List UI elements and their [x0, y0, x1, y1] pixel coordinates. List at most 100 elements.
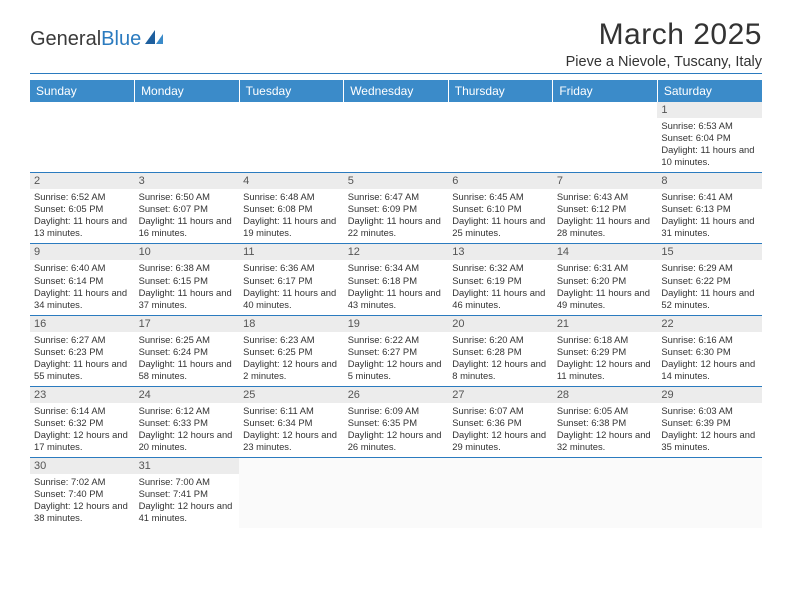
daylight-text: Daylight: 11 hours and 52 minutes.	[661, 287, 758, 311]
day-number: 20	[448, 316, 553, 332]
daylight-text: Daylight: 11 hours and 40 minutes.	[243, 287, 340, 311]
logo-text: GeneralBlue	[30, 28, 141, 51]
sunrise-text: Sunrise: 6:25 AM	[139, 334, 236, 346]
sunrise-text: Sunrise: 6:41 AM	[661, 191, 758, 203]
day-number: 12	[344, 244, 449, 260]
sunset-text: Sunset: 6:38 PM	[557, 417, 654, 429]
weekday-header: Thursday	[448, 80, 553, 102]
day-number: 21	[553, 316, 658, 332]
sunset-text: Sunset: 7:41 PM	[139, 488, 236, 500]
day-number: 5	[344, 173, 449, 189]
sunrise-text: Sunrise: 6:07 AM	[452, 405, 549, 417]
calendar-day: 5Sunrise: 6:47 AMSunset: 6:09 PMDaylight…	[344, 173, 449, 244]
daylight-text: Daylight: 12 hours and 32 minutes.	[557, 429, 654, 453]
day-number: 7	[553, 173, 658, 189]
weekday-header: Monday	[135, 80, 240, 102]
daylight-text: Daylight: 12 hours and 41 minutes.	[139, 500, 236, 524]
sunrise-text: Sunrise: 6:27 AM	[34, 334, 131, 346]
calendar-day-empty	[448, 102, 553, 173]
sunrise-text: Sunrise: 6:11 AM	[243, 405, 340, 417]
sunset-text: Sunset: 6:14 PM	[34, 275, 131, 287]
sunrise-text: Sunrise: 6:16 AM	[661, 334, 758, 346]
calendar-week: 30Sunrise: 7:02 AMSunset: 7:40 PMDayligh…	[30, 458, 762, 529]
calendar-day: 1 Sunrise: 6:53 AMSunset: 6:04 PMDaylight…	[657, 102, 762, 173]
sunrise-text: Sunrise: 6:14 AM	[34, 405, 131, 417]
sunrise-text: Sunrise: 6:48 AM	[243, 191, 340, 203]
sunrise-text: Sunrise: 6:23 AM	[243, 334, 340, 346]
calendar-day-empty	[30, 102, 135, 173]
day-number: 25	[239, 387, 344, 403]
sunset-text: Sunset: 6:27 PM	[348, 346, 445, 358]
sunset-text: Sunset: 6:05 PM	[34, 203, 131, 215]
sunrise-text: Sunrise: 6:40 AM	[34, 262, 131, 274]
sunset-text: Sunset: 6:29 PM	[557, 346, 654, 358]
calendar-day: 20Sunrise: 6:20 AMSunset: 6:28 PMDayligh…	[448, 315, 553, 386]
day-number: 30	[30, 458, 135, 474]
sunrise-text: Sunrise: 7:02 AM	[34, 476, 131, 488]
day-number: 15	[657, 244, 762, 260]
day-number: 16	[30, 316, 135, 332]
sunset-text: Sunset: 6:25 PM	[243, 346, 340, 358]
daylight-text: Daylight: 12 hours and 20 minutes.	[139, 429, 236, 453]
calendar-day: 10Sunrise: 6:38 AMSunset: 6:15 PMDayligh…	[135, 244, 240, 315]
calendar-day-empty	[553, 102, 658, 173]
day-number: 29	[657, 387, 762, 403]
location: Pieve a Nievole, Tuscany, Italy	[30, 54, 762, 74]
sunrise-text: Sunrise: 6:09 AM	[348, 405, 445, 417]
sunrise-text: Sunrise: 6:20 AM	[452, 334, 549, 346]
sunrise-text: Sunrise: 6:43 AM	[557, 191, 654, 203]
calendar-day: 29Sunrise: 6:03 AMSunset: 6:39 PMDayligh…	[657, 386, 762, 457]
daylight-text: Daylight: 11 hours and 31 minutes.	[661, 215, 758, 239]
daylight-text: Daylight: 11 hours and 13 minutes.	[34, 215, 131, 239]
sunset-text: Sunset: 6:35 PM	[348, 417, 445, 429]
calendar-day: 6Sunrise: 6:45 AMSunset: 6:10 PMDaylight…	[448, 173, 553, 244]
calendar-day: 16Sunrise: 6:27 AMSunset: 6:23 PMDayligh…	[30, 315, 135, 386]
day-number: 31	[135, 458, 240, 474]
logo-word1: General	[30, 28, 101, 50]
sunset-text: Sunset: 6:04 PM	[661, 132, 758, 144]
calendar-day-empty	[344, 458, 449, 529]
day-number: 14	[553, 244, 658, 260]
sunset-text: Sunset: 6:12 PM	[557, 203, 654, 215]
sunrise-text: Sunrise: 6:03 AM	[661, 405, 758, 417]
daylight-text: Daylight: 11 hours and 19 minutes.	[243, 215, 340, 239]
sunrise-text: Sunrise: 6:45 AM	[452, 191, 549, 203]
calendar-day: 4Sunrise: 6:48 AMSunset: 6:08 PMDaylight…	[239, 173, 344, 244]
weekday-header: Tuesday	[239, 80, 344, 102]
sunset-text: Sunset: 6:08 PM	[243, 203, 340, 215]
sunrise-text: Sunrise: 6:50 AM	[139, 191, 236, 203]
sunrise-text: Sunrise: 6:31 AM	[557, 262, 654, 274]
calendar-day: 12Sunrise: 6:34 AMSunset: 6:18 PMDayligh…	[344, 244, 449, 315]
sunset-text: Sunset: 6:36 PM	[452, 417, 549, 429]
title-block: March 2025 Pieve a Nievole, Tuscany, Ita…	[590, 18, 762, 74]
daylight-text: Daylight: 11 hours and 49 minutes.	[557, 287, 654, 311]
daylight-text: Daylight: 12 hours and 29 minutes.	[452, 429, 549, 453]
day-number: 6	[448, 173, 553, 189]
day-number: 17	[135, 316, 240, 332]
calendar-day: 15Sunrise: 6:29 AMSunset: 6:22 PMDayligh…	[657, 244, 762, 315]
daylight-text: Daylight: 12 hours and 17 minutes.	[34, 429, 131, 453]
calendar-day: 23Sunrise: 6:14 AMSunset: 6:32 PMDayligh…	[30, 386, 135, 457]
calendar-day: 8 Sunrise: 6:41 AMSunset: 6:13 PMDaylight…	[657, 173, 762, 244]
day-number: 1	[657, 102, 762, 118]
daylight-text: Daylight: 12 hours and 38 minutes.	[34, 500, 131, 524]
month-title: March 2025	[590, 18, 762, 52]
day-number: 24	[135, 387, 240, 403]
daylight-text: Daylight: 12 hours and 23 minutes.	[243, 429, 340, 453]
weekday-header: Friday	[553, 80, 658, 102]
calendar-day: 3Sunrise: 6:50 AMSunset: 6:07 PMDaylight…	[135, 173, 240, 244]
daylight-text: Daylight: 11 hours and 46 minutes.	[452, 287, 549, 311]
day-number: 8	[657, 173, 762, 189]
logo: GeneralBlue	[30, 18, 163, 51]
sunset-text: Sunset: 6:13 PM	[661, 203, 758, 215]
sunrise-text: Sunrise: 6:53 AM	[661, 120, 758, 132]
calendar-head: SundayMondayTuesdayWednesdayThursdayFrid…	[30, 80, 762, 102]
daylight-text: Daylight: 11 hours and 10 minutes.	[661, 144, 758, 168]
day-number: 22	[657, 316, 762, 332]
logo-sail-icon	[145, 30, 163, 44]
sunset-text: Sunset: 6:19 PM	[452, 275, 549, 287]
daylight-text: Daylight: 12 hours and 26 minutes.	[348, 429, 445, 453]
calendar-day: 17Sunrise: 6:25 AMSunset: 6:24 PMDayligh…	[135, 315, 240, 386]
sunrise-text: Sunrise: 6:29 AM	[661, 262, 758, 274]
sunrise-text: Sunrise: 6:47 AM	[348, 191, 445, 203]
